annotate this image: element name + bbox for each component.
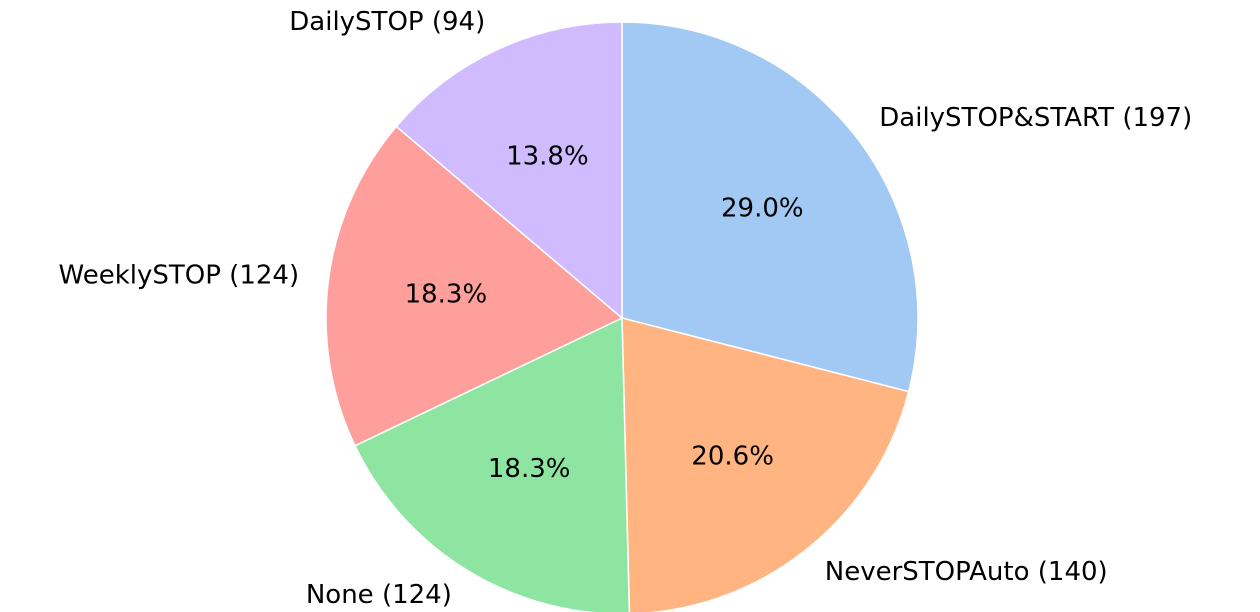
slice-label: WeeklySTOP (124) [59,261,300,291]
pie-slice [621,21,919,393]
percent-label: 13.8% [506,141,589,171]
percent-label: 18.3% [405,280,488,310]
pie-slice [395,21,623,320]
percent-label: 20.6% [691,441,774,471]
slice-label: NeverSTOPAuto (140) [825,557,1108,587]
pie-slice [353,316,631,612]
slice-label: None (124) [306,580,452,610]
slice-label: DailySTOP&START (197) [879,103,1192,133]
pie-slice [325,125,624,447]
pie-slice [621,317,910,612]
percent-label: 29.0% [721,194,804,224]
percent-label: 18.3% [488,454,571,484]
slice-label: DailySTOP (94) [289,7,485,37]
